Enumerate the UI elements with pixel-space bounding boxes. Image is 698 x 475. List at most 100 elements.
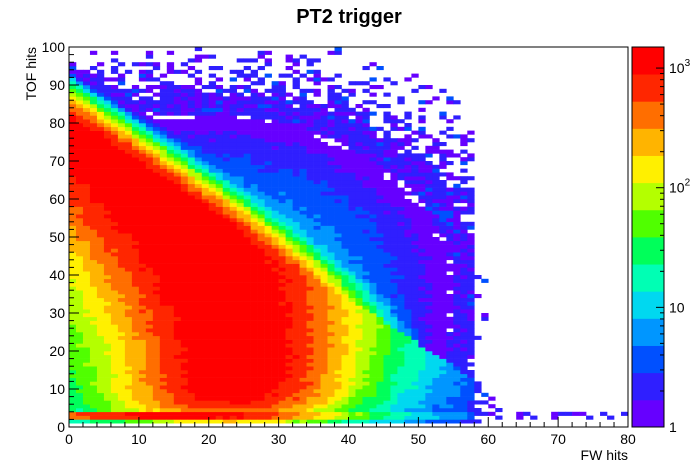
heatmap-cell [334, 301, 342, 306]
heatmap-cell [411, 411, 419, 416]
heatmap-cell [110, 126, 119, 131]
heatmap-cell [334, 221, 342, 226]
heatmap-cell [285, 248, 293, 253]
heatmap-cell [89, 176, 98, 181]
heatmap-cell [299, 206, 307, 211]
heatmap-cell [250, 377, 258, 382]
heatmap-cell [369, 411, 377, 416]
heatmap-cell [292, 316, 300, 321]
heatmap-cell [152, 149, 161, 154]
heatmap-cell [460, 229, 468, 234]
heatmap-cell [327, 225, 335, 230]
heatmap-cell [306, 153, 314, 158]
heatmap-cell [264, 347, 272, 352]
heatmap-cell [145, 328, 154, 333]
heatmap-cell [404, 328, 412, 333]
heatmap-cell [397, 351, 405, 356]
heatmap-cell [166, 138, 175, 143]
heatmap-cell [404, 377, 412, 382]
heatmap-cell [138, 134, 147, 139]
heatmap-cell [341, 248, 349, 253]
heatmap-cell [306, 183, 314, 188]
heatmap-cell [96, 275, 105, 280]
heatmap-cell [145, 259, 154, 264]
heatmap-cell [117, 297, 126, 302]
heatmap-cell [166, 142, 175, 147]
heatmap-cell [75, 96, 84, 101]
heatmap-cell [313, 282, 321, 287]
heatmap-cell [250, 119, 258, 124]
heatmap-cell [285, 301, 293, 306]
heatmap-cell [432, 408, 440, 413]
heatmap-cell [355, 210, 363, 215]
heatmap-cell [187, 202, 196, 207]
heatmap-cell [271, 286, 279, 291]
heatmap-cell [131, 237, 140, 242]
heatmap-cell [271, 305, 279, 310]
heatmap-cell [285, 351, 293, 356]
heatmap-cell [69, 392, 77, 397]
heatmap-cell [299, 142, 307, 147]
heatmap-cell [257, 297, 265, 302]
heatmap-cell [110, 149, 119, 154]
heatmap-cell [446, 248, 454, 253]
heatmap-cell [124, 400, 133, 405]
heatmap-cell [82, 263, 91, 268]
heatmap-cell [334, 149, 342, 154]
heatmap-cell [397, 221, 405, 226]
heatmap-cell [152, 225, 161, 230]
heatmap-cell [376, 294, 384, 299]
heatmap-cell [425, 180, 433, 185]
heatmap-cell [460, 396, 468, 401]
heatmap-cell [376, 419, 384, 424]
heatmap-cell [271, 259, 279, 264]
heatmap-cell [173, 107, 182, 112]
heatmap-cell [82, 400, 91, 405]
heatmap-cell [145, 354, 154, 359]
heatmap-cell [285, 126, 293, 131]
heatmap-cell [313, 157, 321, 162]
heatmap-cell [159, 145, 168, 150]
heatmap-cell [194, 381, 203, 386]
heatmap-cell [432, 214, 440, 219]
heatmap-cell [418, 313, 426, 318]
heatmap-cell [243, 107, 251, 112]
heatmap-cell [369, 206, 377, 211]
heatmap-cell [278, 358, 286, 363]
heatmap-cell [243, 320, 251, 325]
heatmap-cell [187, 85, 196, 90]
heatmap-cell [173, 286, 182, 291]
heatmap-cell [222, 370, 231, 375]
heatmap-cell [222, 138, 231, 143]
heatmap-cell [432, 225, 440, 230]
heatmap-cell [124, 221, 133, 226]
heatmap-cell [159, 328, 168, 333]
heatmap-cell [327, 157, 335, 162]
heatmap-cell [236, 244, 244, 249]
heatmap-cell [348, 324, 356, 329]
heatmap-cell [411, 286, 419, 291]
heatmap-cell [439, 195, 447, 200]
heatmap-cell [243, 377, 251, 382]
heatmap-cell [117, 233, 126, 238]
heatmap-cell [397, 324, 405, 329]
heatmap-cell [460, 320, 468, 325]
heatmap-cell [117, 411, 126, 416]
heatmap-cell [236, 362, 244, 367]
heatmap-cell [138, 202, 147, 207]
heatmap-cell [236, 119, 244, 124]
heatmap-cell [250, 237, 258, 242]
heatmap-cell [313, 389, 321, 394]
heatmap-cell [460, 278, 468, 283]
heatmap-cell [271, 419, 279, 424]
heatmap-cell [383, 240, 391, 245]
heatmap-cell [299, 195, 307, 200]
heatmap-cell [278, 332, 286, 337]
heatmap-cell [264, 252, 272, 257]
heatmap-cell [292, 96, 300, 101]
heatmap-cell [180, 339, 189, 344]
heatmap-cell [110, 161, 119, 166]
heatmap-cell [145, 347, 154, 352]
heatmap-cell [278, 81, 286, 86]
heatmap-cell [278, 206, 286, 211]
